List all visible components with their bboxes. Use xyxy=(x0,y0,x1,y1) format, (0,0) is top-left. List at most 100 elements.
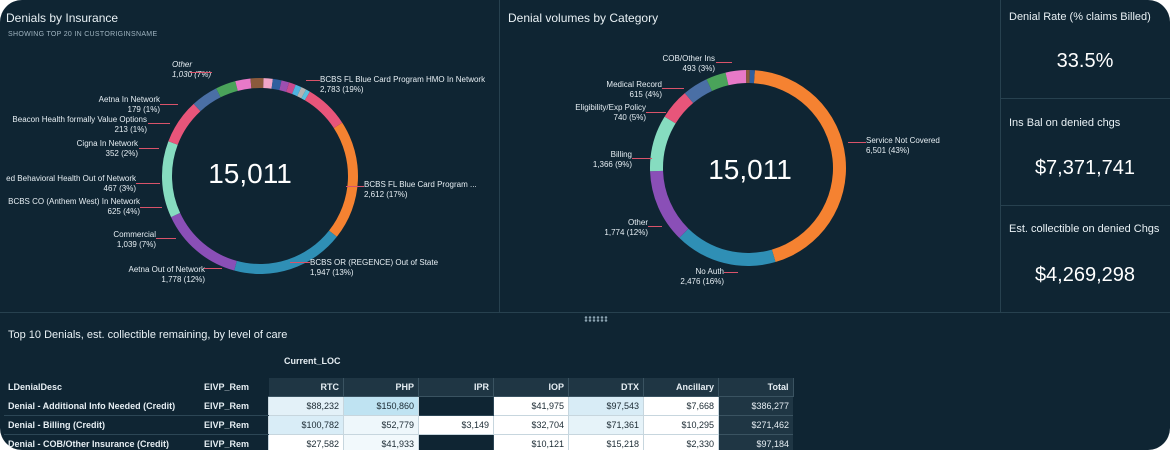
category-donut-chart[interactable] xyxy=(648,64,848,274)
table-cell[interactable] xyxy=(418,434,494,450)
column-header-desc[interactable]: LDenialDesc xyxy=(8,382,63,393)
insurance-donut-chart[interactable] xyxy=(158,72,378,280)
table-row[interactable]: Denial - COB/Other Insurance (Credit) EIV… xyxy=(4,434,793,450)
divider xyxy=(0,312,1170,313)
label-bcbs-fl-blue-card: BCBS FL Blue Card Program ... 2,612 (17%) xyxy=(364,180,477,199)
row-desc: Denial - Billing (Credit) xyxy=(4,415,200,435)
table-row[interactable]: Denial - Billing (Credit) EIVP_Rem $100,78… xyxy=(4,415,793,435)
slice-cob-other-ins[interactable] xyxy=(725,70,747,86)
category-total: 15,011 xyxy=(708,154,792,185)
resize-handle[interactable] xyxy=(584,316,608,322)
slice-beacon[interactable] xyxy=(263,78,273,89)
table-cell[interactable]: $41,975 xyxy=(493,396,569,416)
column-header-php[interactable]: PHP xyxy=(343,378,419,397)
slice-behavioral-health[interactable] xyxy=(216,81,238,98)
slice-unlabeled[interactable] xyxy=(286,82,296,95)
table-cell[interactable]: $32,704 xyxy=(493,415,569,435)
slice-bcbs-co[interactable] xyxy=(193,88,221,112)
slice-other[interactable] xyxy=(650,170,689,238)
slice-service-not-covered[interactable] xyxy=(753,70,846,263)
divider xyxy=(499,0,500,312)
divider xyxy=(1001,205,1170,206)
leader-line xyxy=(136,183,160,184)
table-cell[interactable]: $10,295 xyxy=(643,415,719,435)
slice-unlabeled[interactable] xyxy=(297,87,307,99)
slice-bcbs-fl-hmo[interactable] xyxy=(329,122,358,237)
kpi-est-collectible-value: $4,269,298 xyxy=(1034,264,1136,286)
leader-line xyxy=(139,148,159,149)
table-cell[interactable]: $150,860 xyxy=(343,396,419,416)
label-service-not-covered: Service Not Covered 6,501 (43%) xyxy=(866,136,940,155)
slice-unlabeled[interactable] xyxy=(271,78,282,91)
slice-bcbs-or[interactable] xyxy=(171,212,237,271)
column-header-iop[interactable]: IOP xyxy=(493,378,569,397)
table-row[interactable]: Denial - Additional Info Needed (Credit)… xyxy=(4,396,793,416)
divider xyxy=(1000,0,1001,312)
row-desc: Denial - COB/Other Insurance (Credit) xyxy=(4,434,200,450)
row-total[interactable]: $97,184 xyxy=(718,434,793,450)
leader-line xyxy=(632,158,652,159)
slice-other[interactable] xyxy=(304,91,343,129)
label-billing: Billing 1,366 (9%) xyxy=(592,150,632,169)
row-total[interactable]: $271,462 xyxy=(718,415,793,435)
table-cell[interactable]: $52,779 xyxy=(343,415,419,435)
denials-table: LDenialDesc EIVP_Rem RTC PHP IPR IOP DTX… xyxy=(4,378,794,450)
leader-line xyxy=(648,226,662,227)
column-header-eivp[interactable]: EIVP_Rem xyxy=(204,382,250,393)
kpi-denial-rate-value: 33.5% xyxy=(1056,50,1114,72)
leader-line xyxy=(716,62,732,63)
column-header-total[interactable]: Total xyxy=(718,378,794,397)
slice-unlabeled[interactable] xyxy=(292,84,302,97)
table-cell[interactable]: $41,933 xyxy=(343,434,419,450)
slice-aetna-out-network[interactable] xyxy=(162,141,181,218)
table-cell[interactable]: $10,121 xyxy=(493,434,569,450)
table-cell[interactable]: $27,582 xyxy=(268,434,344,450)
slice-unlabeled[interactable] xyxy=(301,89,310,101)
slice-cigna[interactable] xyxy=(235,78,252,91)
label-cob-other-ins: COB/Other Ins 493 (3%) xyxy=(662,54,715,73)
column-header-ancillary[interactable]: Ancillary xyxy=(643,378,719,397)
slice-eligibility[interactable] xyxy=(664,93,694,124)
label-aetna-out-network: Aetna Out of Network 1,778 (12%) xyxy=(128,265,205,284)
leader-line xyxy=(140,207,162,208)
slice-unlabeled[interactable] xyxy=(746,70,750,84)
slice-bcbs-fl-blue-card[interactable] xyxy=(234,230,337,274)
slice-no-auth[interactable] xyxy=(679,228,776,266)
leader-line xyxy=(346,186,364,187)
column-header-dtx[interactable]: DTX xyxy=(568,378,644,397)
row-desc: Denial - Additional Info Needed (Credit) xyxy=(4,396,200,416)
leader-line xyxy=(190,72,212,73)
row-eivp: EIVP_Rem xyxy=(200,396,269,416)
label-behavioral-health: ed Behavioral Health Out of Network 467 (… xyxy=(6,174,136,193)
slice-commercial[interactable] xyxy=(168,103,201,145)
table-cell[interactable]: $88,232 xyxy=(268,396,344,416)
table-cell[interactable]: $7,668 xyxy=(643,396,719,416)
label-bcbs-or: BCBS OR (REGENCE) Out of State 1,947 (13%… xyxy=(310,258,439,277)
table-cell[interactable]: $71,361 xyxy=(568,415,644,435)
table-cell[interactable]: $100,782 xyxy=(268,415,344,435)
table-cell[interactable]: $3,149 xyxy=(418,415,494,435)
slice-unlabeled[interactable] xyxy=(749,70,755,84)
table-group-header: Current_LOC xyxy=(284,356,341,366)
row-total[interactable]: $386,277 xyxy=(718,396,793,416)
leader-line xyxy=(156,238,176,239)
table-cell[interactable] xyxy=(418,396,494,416)
slice-aetna-in-network[interactable] xyxy=(279,80,290,92)
slice-unlabeled[interactable] xyxy=(706,72,729,92)
label-other: Other 1,030 (7%) xyxy=(172,60,212,79)
label-beacon-health: Beacon Health formally Value Options 213 … xyxy=(12,115,147,134)
label-eligibility: Eligibility/Exp Policy 740 (5%) xyxy=(575,103,646,122)
column-header-rtc[interactable]: RTC xyxy=(268,378,344,397)
table-cell[interactable]: $15,218 xyxy=(568,434,644,450)
slice-medical-record[interactable] xyxy=(684,79,712,104)
slice-unlabeled[interactable] xyxy=(250,78,264,89)
label-bcbs-co: BCBS CO (Anthem West) In Network 625 (4%) xyxy=(8,197,140,216)
column-header-ipr[interactable]: IPR xyxy=(418,378,494,397)
table-cell[interactable]: $97,543 xyxy=(568,396,644,416)
divider xyxy=(1001,98,1170,99)
table-cell[interactable]: $2,330 xyxy=(643,434,719,450)
slice-billing[interactable] xyxy=(650,116,676,172)
label-medical-record: Medical Record 615 (4%) xyxy=(606,80,662,99)
label-commercial: Commercial 1,039 (7%) xyxy=(113,230,156,249)
